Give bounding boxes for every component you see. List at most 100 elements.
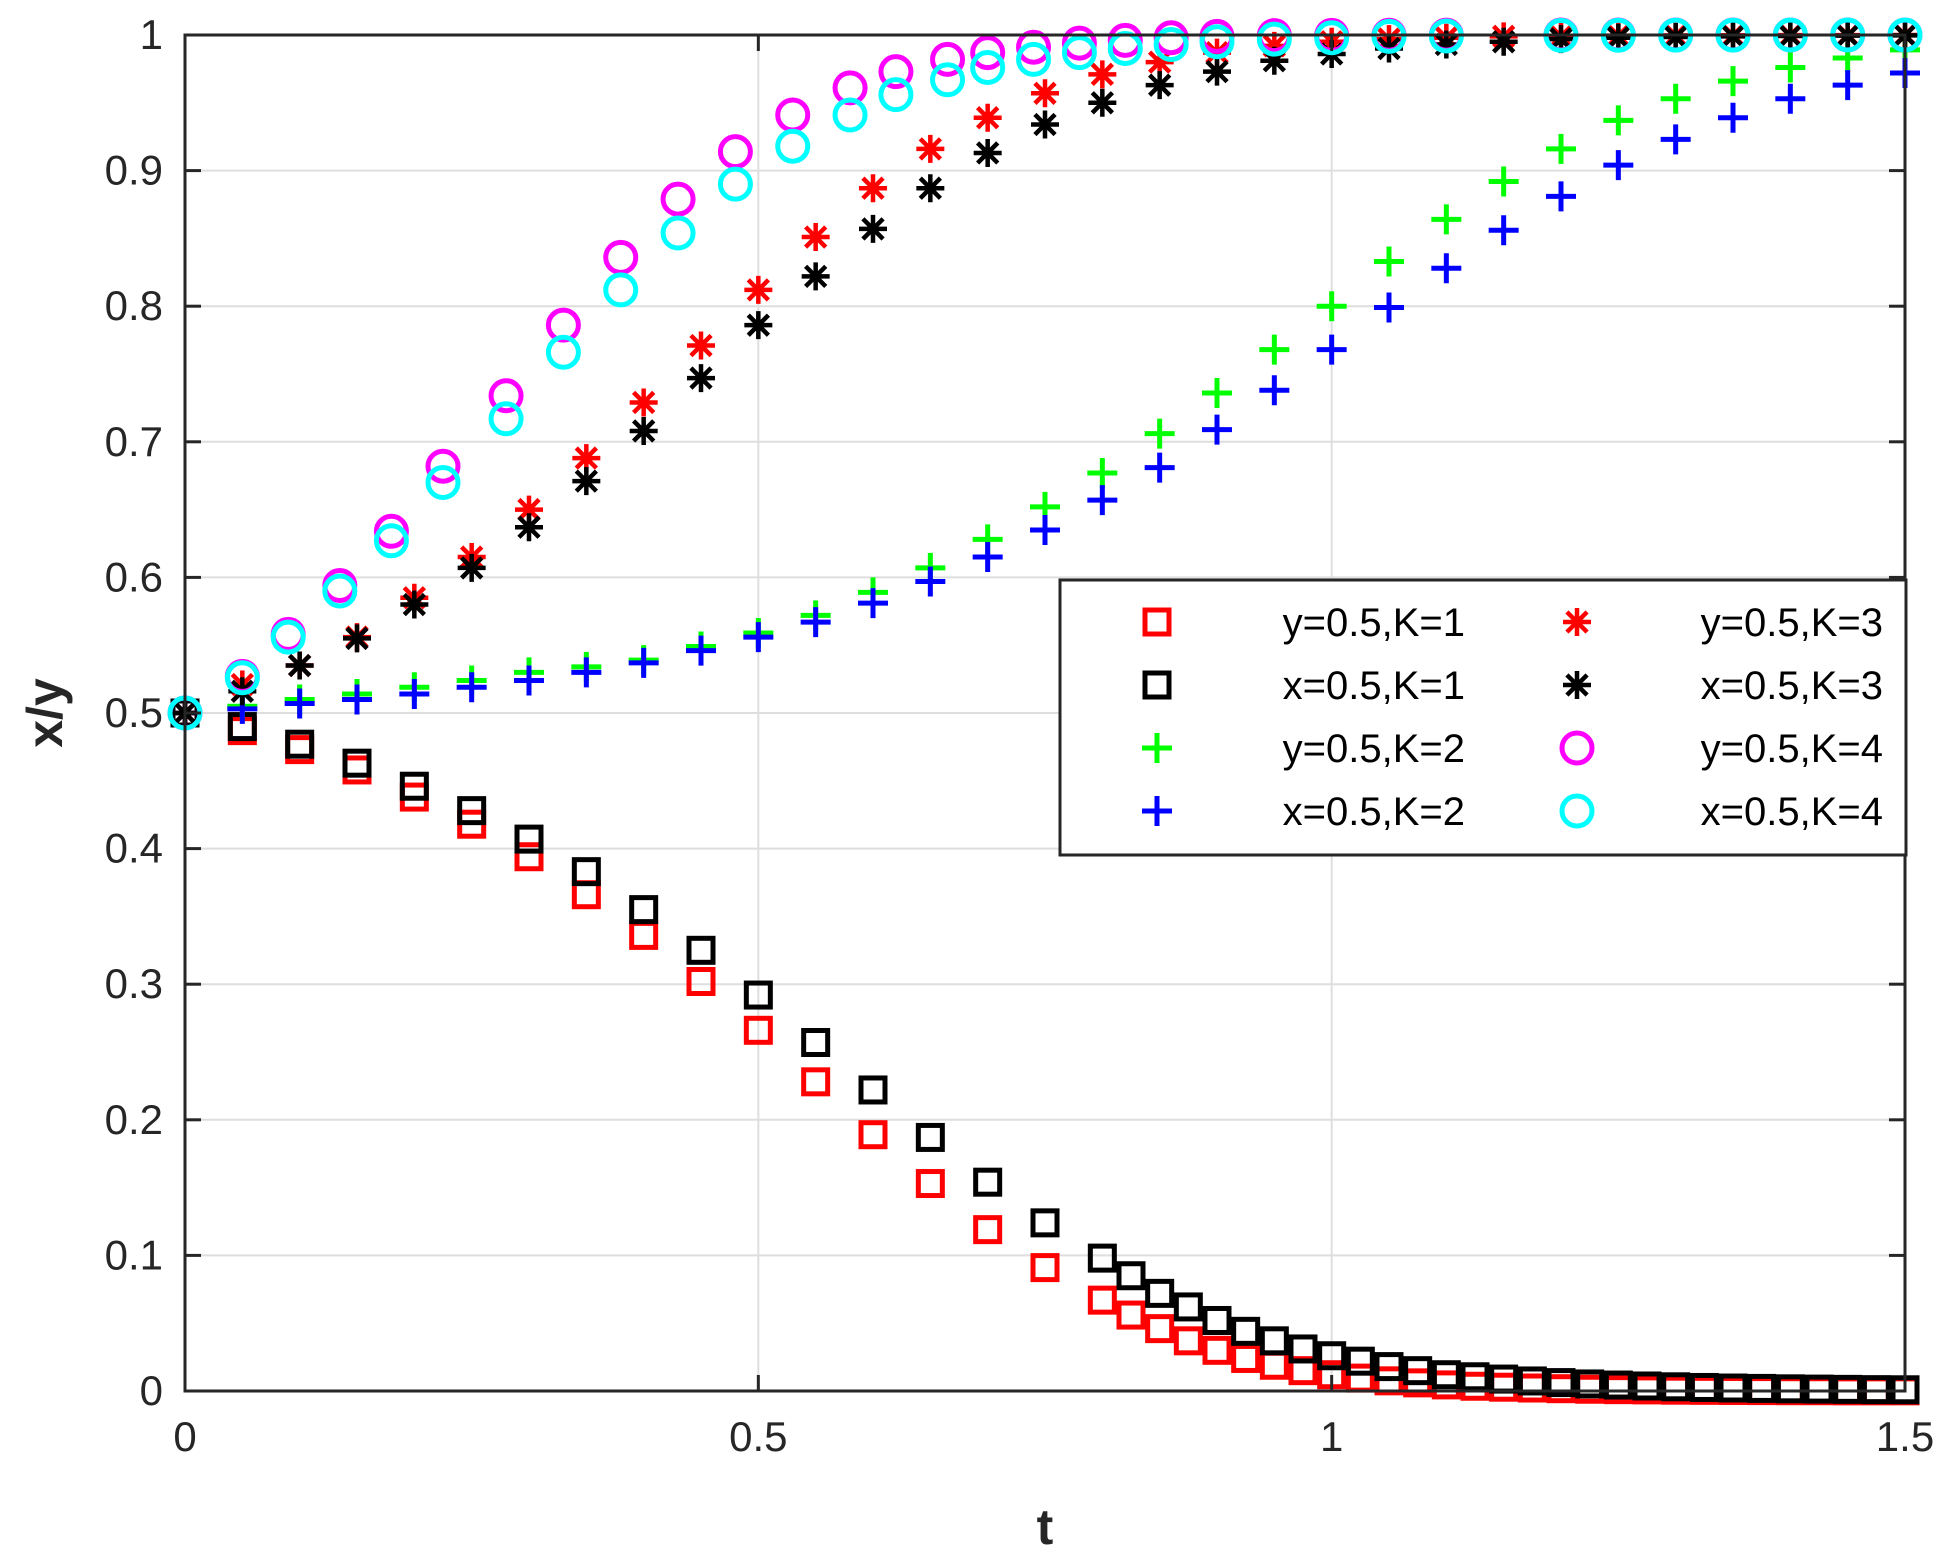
data-point: [1259, 1326, 1289, 1356]
data-point: [514, 665, 544, 696]
data-point: [1718, 1373, 1748, 1403]
legend-marker: [1559, 730, 1595, 766]
data-point: [1016, 41, 1052, 77]
data-point: [1747, 1373, 1777, 1403]
data-point: [916, 134, 945, 163]
y-tick-label: 0.6: [105, 553, 163, 600]
data-point: [1460, 1362, 1490, 1392]
data-point: [717, 166, 753, 202]
data-point: [1259, 375, 1290, 406]
data-point: [1256, 21, 1292, 57]
data-point: [1173, 1326, 1203, 1356]
data-point: [1144, 452, 1175, 483]
data-point: [515, 513, 543, 542]
data-point: [930, 41, 966, 77]
data-point: [1432, 30, 1461, 59]
y-axis-label: x/y: [17, 678, 73, 748]
data-point: [514, 824, 544, 854]
data-point: [1202, 1305, 1232, 1335]
data-point: [373, 513, 409, 549]
data-point: [1316, 334, 1347, 365]
data-point: [629, 388, 658, 417]
data-point: [973, 1215, 1003, 1245]
data-point: [1660, 83, 1691, 114]
data-point: [1718, 66, 1748, 97]
data-point: [687, 364, 715, 393]
data-point: [1833, 1374, 1863, 1404]
data-point: [400, 590, 429, 619]
data-point: [1144, 418, 1175, 449]
data-point: [916, 174, 945, 203]
data-point: [1116, 1300, 1146, 1330]
legend-box: [1058, 578, 1908, 857]
data-point: [1546, 181, 1576, 212]
data-point: [915, 1169, 945, 1199]
data-point: [859, 214, 887, 243]
data-point: [743, 980, 773, 1010]
data-point: [342, 748, 372, 778]
data-point: [801, 1028, 831, 1058]
data-point: [1517, 1366, 1547, 1396]
data-point: [1145, 48, 1174, 77]
data-point: [800, 607, 831, 638]
data-point: [1314, 20, 1350, 56]
data-point: [1345, 1346, 1375, 1376]
legend-marker: [1142, 796, 1172, 826]
legend-label: y=0.5,K=2: [1283, 727, 1465, 771]
x-tick-label: 1.5: [1876, 1413, 1934, 1460]
data-point: [1689, 1372, 1719, 1402]
data-point: [1488, 166, 1519, 197]
legend-label: y=0.5,K=4: [1701, 727, 1883, 771]
data-point: [970, 50, 1006, 86]
data-point: [717, 134, 753, 170]
data-point: [1202, 414, 1232, 445]
y-tick-label: 0.1: [105, 1231, 163, 1278]
data-point: [1231, 1316, 1261, 1346]
axis-ticks: 0 0.5 1 1.5 0 0.1 0.2 0.3 0.4 0.5 0.6 0.7 0.8 0.9 1: [105, 11, 1935, 1460]
data-point: [1202, 1335, 1232, 1365]
data-point: [1061, 35, 1097, 71]
data-point: [1203, 57, 1231, 86]
data-point: [1016, 29, 1052, 65]
legend-label: x=0.5,K=3: [1701, 664, 1883, 708]
data-point: [571, 857, 601, 887]
data-point: [1260, 31, 1289, 60]
data-point: [373, 523, 409, 559]
data-point: [425, 448, 461, 484]
data-point: [1775, 83, 1806, 114]
legend-label: y=0.5,K=3: [1701, 601, 1883, 645]
data-point: [1088, 60, 1117, 89]
data-point: [1775, 52, 1806, 83]
data-point: [1153, 26, 1189, 62]
data-point: [1603, 105, 1634, 136]
data-point: [686, 935, 716, 965]
data-point: [284, 688, 315, 719]
x-axis-label: t: [1037, 1499, 1054, 1555]
y-tick-label: 1: [140, 11, 163, 58]
data-point: [1718, 102, 1748, 133]
data-point: [628, 647, 659, 678]
data-point: [970, 35, 1006, 71]
data-point: [1087, 485, 1118, 516]
data-point: [686, 966, 716, 996]
data-point: [1832, 70, 1863, 101]
data-point: [832, 97, 868, 133]
data-point: [342, 684, 372, 715]
data-point: [859, 174, 887, 203]
legend: y=0.5,K=1 x=0.5,K=1 y=0.5,K=2 x=0.5,K=2 y=0.…: [1058, 578, 1908, 857]
data-point: [1575, 1369, 1605, 1399]
data-point: [1087, 1243, 1117, 1273]
data-point: [1316, 291, 1347, 322]
data-point: [744, 275, 773, 304]
data-point: [1199, 24, 1235, 60]
data-point: [1374, 246, 1404, 277]
legend-label: y=0.5,K=1: [1283, 601, 1465, 645]
data-point: [801, 223, 830, 252]
data-point: [1288, 1334, 1318, 1364]
data-point: [1603, 1370, 1633, 1400]
data-point: [1087, 457, 1118, 488]
y-tick-label: 0.9: [105, 147, 163, 194]
data-point: [1087, 1285, 1117, 1315]
